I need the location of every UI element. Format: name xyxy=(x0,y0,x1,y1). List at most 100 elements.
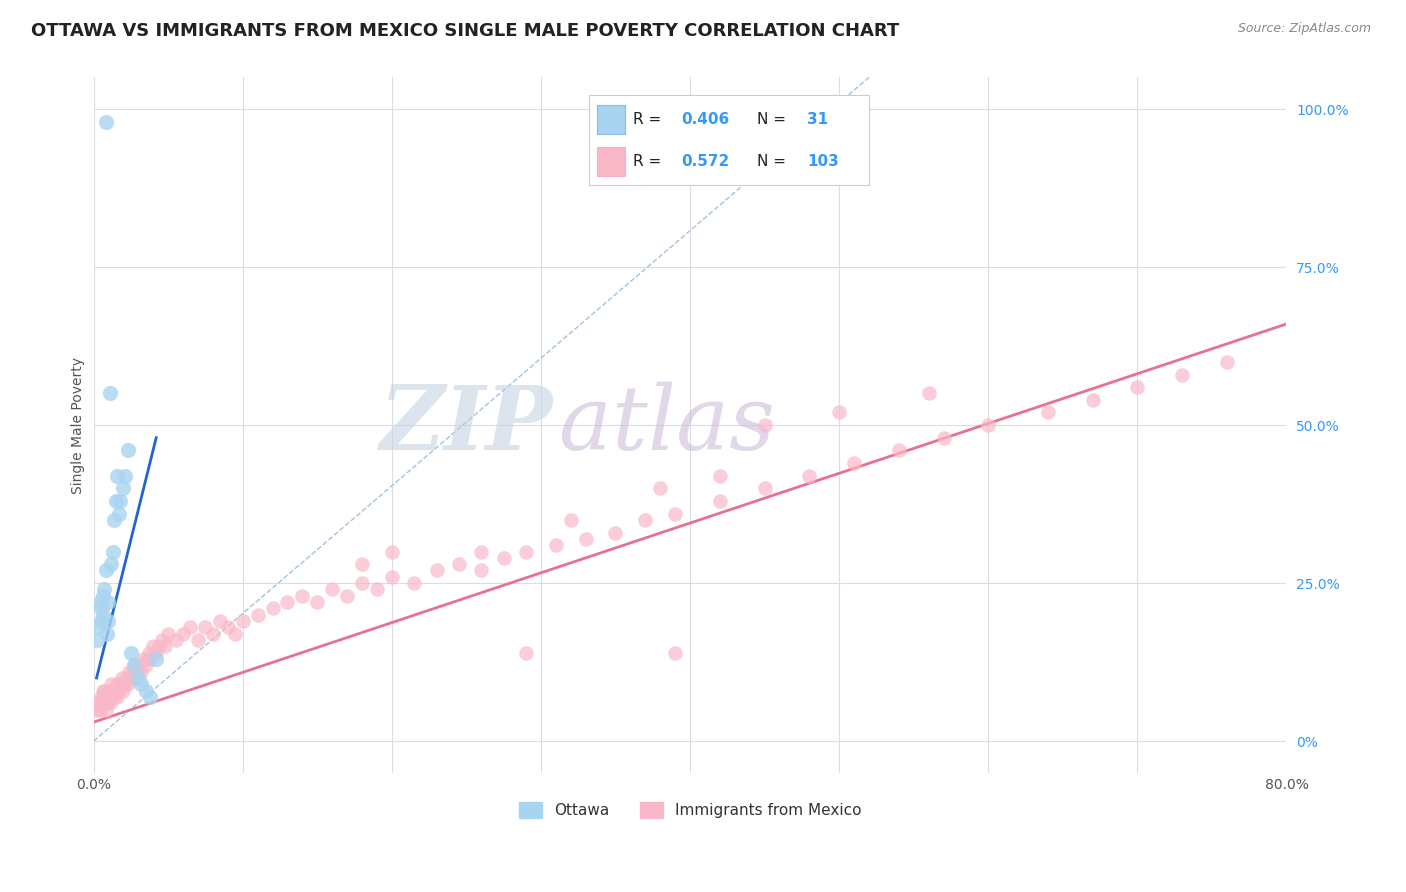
Point xyxy=(98,683,121,698)
Point xyxy=(201,626,224,640)
Point xyxy=(664,646,686,660)
Point xyxy=(887,443,910,458)
Point xyxy=(515,646,537,660)
Point xyxy=(97,683,120,698)
Point xyxy=(100,677,122,691)
Point xyxy=(90,696,112,710)
Point xyxy=(96,626,118,640)
Point xyxy=(575,532,598,546)
Point xyxy=(153,640,176,654)
Text: OTTAWA VS IMMIGRANTS FROM MEXICO SINGLE MALE POVERTY CORRELATION CHART: OTTAWA VS IMMIGRANTS FROM MEXICO SINGLE … xyxy=(31,22,900,40)
Point xyxy=(224,626,246,640)
Point xyxy=(246,607,269,622)
Point xyxy=(89,595,111,609)
Point xyxy=(492,550,515,565)
Point xyxy=(145,646,167,660)
Text: Source: ZipAtlas.com: Source: ZipAtlas.com xyxy=(1237,22,1371,36)
Point xyxy=(217,620,239,634)
Point xyxy=(90,614,112,628)
Point xyxy=(117,677,139,691)
Point xyxy=(470,564,492,578)
Point xyxy=(129,677,152,691)
Point xyxy=(336,589,359,603)
Point xyxy=(605,525,627,540)
Point xyxy=(118,665,141,679)
Point xyxy=(165,632,187,647)
Point xyxy=(194,620,217,634)
Point xyxy=(103,690,125,704)
Point xyxy=(754,418,776,433)
Point xyxy=(1036,405,1059,419)
Point xyxy=(93,696,115,710)
Point xyxy=(104,683,127,698)
Point xyxy=(132,652,155,666)
Point xyxy=(107,677,129,691)
Point xyxy=(101,683,124,698)
Point xyxy=(139,652,162,666)
Point xyxy=(754,481,776,495)
Point xyxy=(112,481,135,495)
Point xyxy=(97,595,120,609)
Point xyxy=(110,677,132,691)
Point xyxy=(124,658,146,673)
Point xyxy=(127,671,149,685)
Point xyxy=(709,468,731,483)
Point xyxy=(917,386,939,401)
Point xyxy=(121,665,143,679)
Point xyxy=(381,544,404,558)
Text: ZIP: ZIP xyxy=(380,382,553,468)
Point xyxy=(115,671,138,685)
Point xyxy=(122,658,145,673)
Point xyxy=(101,544,124,558)
Point xyxy=(404,576,426,591)
Point xyxy=(89,702,111,716)
Point xyxy=(136,652,159,666)
Point xyxy=(321,582,343,597)
Point xyxy=(150,632,173,647)
Point xyxy=(90,601,112,615)
Point xyxy=(90,690,112,704)
Point xyxy=(262,601,284,615)
Point xyxy=(94,690,117,704)
Point xyxy=(128,658,150,673)
Point xyxy=(634,513,657,527)
Point xyxy=(91,589,114,603)
Point xyxy=(98,386,121,401)
Point xyxy=(107,690,129,704)
Point xyxy=(709,494,731,508)
Point xyxy=(107,468,129,483)
Point xyxy=(977,418,1000,433)
Point xyxy=(129,665,152,679)
Point xyxy=(1216,355,1239,369)
Point xyxy=(209,614,232,628)
Point xyxy=(470,544,492,558)
Point xyxy=(232,614,254,628)
Point xyxy=(120,671,142,685)
Point xyxy=(515,544,537,558)
Point xyxy=(932,431,955,445)
Point xyxy=(94,114,117,128)
Point xyxy=(97,690,120,704)
Point xyxy=(1081,392,1104,407)
Point xyxy=(366,582,388,597)
Point xyxy=(142,640,165,654)
Point xyxy=(350,557,373,571)
Point xyxy=(1126,380,1149,394)
Point xyxy=(291,589,314,603)
Point xyxy=(139,690,162,704)
Point xyxy=(138,646,160,660)
Point xyxy=(544,538,567,552)
Point xyxy=(111,671,134,685)
Point xyxy=(447,557,470,571)
Point xyxy=(100,557,122,571)
Point xyxy=(650,481,672,495)
Point xyxy=(135,658,157,673)
Point xyxy=(93,582,115,597)
Point xyxy=(94,564,117,578)
Point xyxy=(91,683,114,698)
Point xyxy=(91,607,114,622)
Point xyxy=(87,620,110,634)
Point xyxy=(145,652,167,666)
Point xyxy=(117,443,139,458)
Point xyxy=(799,468,821,483)
